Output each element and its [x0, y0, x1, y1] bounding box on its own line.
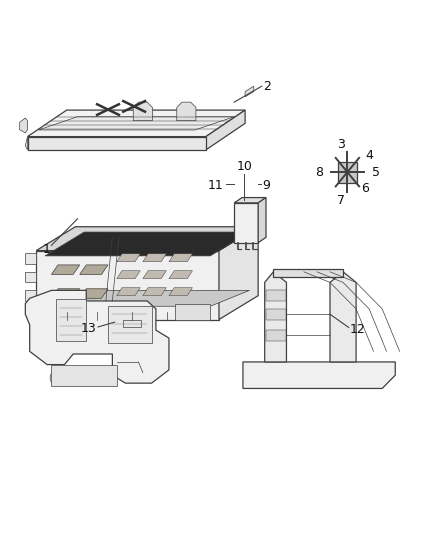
- Polygon shape: [108, 306, 152, 343]
- Polygon shape: [25, 290, 36, 301]
- Polygon shape: [206, 110, 245, 150]
- Polygon shape: [133, 102, 152, 120]
- Text: 13: 13: [81, 322, 96, 335]
- Polygon shape: [234, 203, 258, 243]
- Polygon shape: [245, 86, 254, 97]
- Polygon shape: [51, 265, 80, 274]
- Polygon shape: [273, 269, 343, 277]
- Polygon shape: [51, 289, 80, 298]
- Polygon shape: [36, 251, 219, 319]
- Circle shape: [50, 371, 61, 385]
- Polygon shape: [20, 118, 28, 133]
- Polygon shape: [117, 254, 140, 262]
- Polygon shape: [169, 254, 192, 262]
- Polygon shape: [28, 110, 245, 136]
- Circle shape: [249, 367, 263, 384]
- Text: 11: 11: [208, 180, 223, 192]
- Polygon shape: [36, 227, 258, 251]
- Polygon shape: [177, 102, 196, 120]
- Polygon shape: [45, 232, 250, 256]
- Text: 3: 3: [337, 138, 345, 150]
- Polygon shape: [25, 272, 36, 282]
- Text: 2: 2: [263, 80, 271, 93]
- Polygon shape: [338, 161, 357, 183]
- Polygon shape: [25, 253, 36, 264]
- Polygon shape: [45, 290, 250, 306]
- Polygon shape: [169, 288, 192, 296]
- Text: 7: 7: [337, 193, 345, 207]
- Text: 1: 1: [43, 243, 51, 255]
- Polygon shape: [143, 288, 166, 296]
- Polygon shape: [39, 117, 234, 130]
- Polygon shape: [258, 198, 266, 243]
- Polygon shape: [265, 309, 286, 319]
- Polygon shape: [234, 198, 266, 203]
- Polygon shape: [219, 227, 258, 319]
- Text: 10: 10: [237, 160, 252, 173]
- Text: 12: 12: [350, 322, 365, 336]
- Polygon shape: [265, 272, 286, 362]
- Polygon shape: [80, 265, 108, 274]
- Text: 8: 8: [315, 166, 323, 179]
- Polygon shape: [28, 136, 206, 150]
- Polygon shape: [25, 290, 169, 383]
- Polygon shape: [56, 300, 86, 341]
- Text: 9: 9: [262, 180, 270, 192]
- Circle shape: [367, 367, 381, 384]
- Polygon shape: [243, 362, 395, 389]
- Text: 5: 5: [372, 166, 380, 179]
- Polygon shape: [117, 288, 140, 296]
- Polygon shape: [143, 254, 166, 262]
- Polygon shape: [25, 136, 28, 150]
- Text: 4: 4: [365, 149, 373, 162]
- Polygon shape: [117, 271, 140, 279]
- Text: 6: 6: [361, 182, 369, 196]
- Polygon shape: [169, 271, 192, 279]
- Polygon shape: [176, 304, 210, 319]
- Polygon shape: [51, 365, 117, 386]
- Polygon shape: [143, 271, 166, 279]
- Polygon shape: [265, 290, 286, 301]
- Polygon shape: [265, 330, 286, 341]
- Polygon shape: [80, 289, 108, 298]
- Polygon shape: [330, 272, 356, 362]
